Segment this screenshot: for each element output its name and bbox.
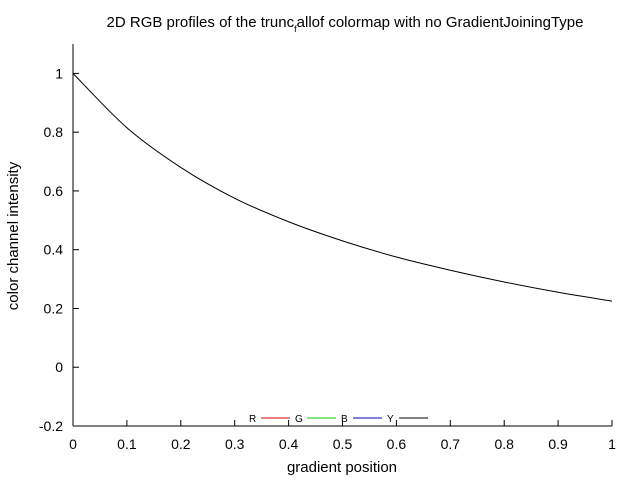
y-tick-label: -0.2 [39,418,63,434]
y-tick-label: 0.6 [44,183,64,199]
y-tick-label: 1 [55,65,63,81]
x-tick-label: 0.6 [387,436,407,452]
x-tick-label: 0.4 [279,436,299,452]
x-tick-label: 1 [608,436,616,452]
x-tick-label: 0.1 [117,436,137,452]
y-axis-ticks: -0.2 0 0.2 0.4 0.6 0.8 1 [39,65,79,434]
y-axis-title: color channel intensity [5,161,22,310]
legend-label-y: Y [387,414,394,425]
x-tick-label: 0.3 [225,436,245,452]
x-tick-label: 0.8 [494,436,514,452]
y-tick-label: 0.8 [44,124,64,140]
chart-title: 2D RGB profiles of the truncfallof color… [107,14,584,34]
y-tick-label: 0.2 [44,300,64,316]
x-axis-title: gradient position [287,459,397,476]
x-tick-label: 0.5 [333,436,353,452]
legend-label-b: B [341,414,348,425]
series-layer [72,73,613,302]
series-line-y [72,73,613,302]
x-tick-label: 0.7 [441,436,461,452]
y-tick-label: 0.4 [44,242,64,258]
x-tick-label: 0 [69,436,77,452]
legend-label-r: R [249,414,256,425]
legend-label-g: G [295,414,303,425]
x-axis-ticks: 0 0.1 0.2 0.3 0.4 0.5 0.6 0.7 0.8 0.9 1 [69,420,616,452]
y-tick-label: 0 [55,359,63,375]
x-tick-label: 0.2 [171,436,191,452]
x-tick-label: 0.9 [548,436,568,452]
